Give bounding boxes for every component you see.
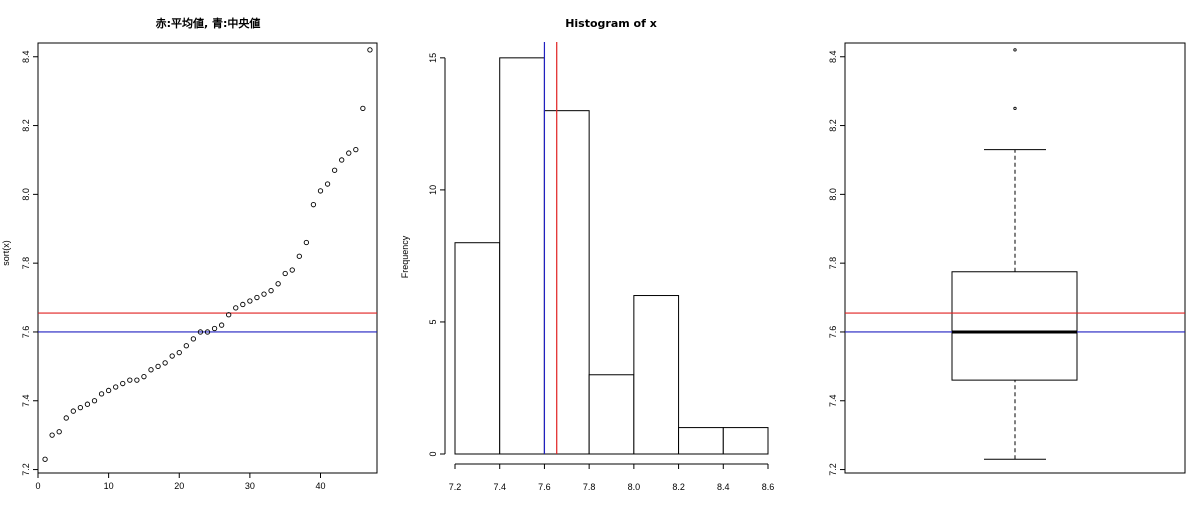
scatter-point: [324, 181, 331, 187]
scatter-point: [134, 377, 140, 383]
scatter-y-tick-label: 7.6: [21, 326, 31, 339]
histogram-x-tick-label: 8.6: [762, 482, 775, 492]
scatter-point: [360, 105, 366, 112]
scatter-point: [211, 325, 218, 332]
scatter-point: [268, 288, 274, 294]
histogram-bar: [722, 427, 769, 455]
scatter-point: [77, 404, 84, 411]
scatter-point: [63, 415, 69, 421]
scatter-point: [261, 291, 267, 297]
histogram-panel: Histogram of x Frequency 7.2 7.4 7.6 7.8 8.0…: [400, 17, 774, 492]
histogram-bar: [633, 295, 680, 455]
scatter-point: [91, 398, 98, 404]
scatter-point: [254, 294, 260, 301]
scatter-point: [204, 329, 211, 335]
boxplot-y-tick-label: 8.0: [828, 188, 838, 201]
scatter-point: [98, 391, 105, 397]
boxplot-y-tick-label: 8.2: [828, 119, 838, 132]
boxplot-plot-frame: [844, 42, 1186, 474]
scatter-point: [282, 270, 288, 277]
histogram-bar: [454, 242, 501, 455]
scatter-y-tick-label: 7.2: [21, 463, 31, 476]
boxplot-y-tick-label: 7.4: [828, 395, 838, 408]
scatter-point: [155, 363, 161, 370]
scatter-point: [339, 157, 345, 163]
scatter-x-tick-label: 10: [104, 481, 114, 491]
boxplot-y-tick-label: 7.6: [828, 326, 838, 339]
scatter-point: [176, 349, 182, 356]
histogram-x-tick-label: 8.0: [628, 482, 641, 492]
boxplot-outlier: [1013, 106, 1017, 111]
histogram-bar: [588, 374, 635, 455]
scatter-point: [233, 305, 239, 311]
scatter-point: [303, 239, 310, 246]
scatter-point: [42, 456, 48, 462]
histogram-bar: [499, 57, 545, 455]
scatter-point: [310, 202, 317, 208]
scatter-point: [148, 367, 154, 373]
scatter-point: [190, 336, 197, 342]
histogram-x-tick-label: 7.2: [449, 482, 462, 492]
scatter-y-tick-label: 8.4: [21, 51, 31, 64]
scatter-point: [331, 167, 338, 173]
scatter-title: 赤:平均値, 青:中央値: [156, 16, 261, 30]
scatter-point: [113, 384, 119, 390]
scatter-point: [367, 47, 373, 53]
scatter-point: [247, 298, 253, 304]
scatter-point: [183, 343, 189, 349]
scatter-point: [317, 188, 324, 194]
histogram-bar: [543, 110, 590, 455]
histogram-y-tick-label: 15: [428, 53, 438, 63]
boxplot-panel: 7.2 7.4 7.6 7.8 8.0 8.2 8.4: [828, 42, 1186, 476]
scatter-point: [353, 146, 359, 153]
scatter-y-tick-label: 7.8: [21, 257, 31, 270]
histogram-x-tick-label: 7.4: [493, 482, 506, 492]
histogram-x-tick-label: 7.6: [538, 482, 551, 492]
boxplot-y-tick-label: 7.8: [828, 257, 838, 270]
scatter-point: [84, 401, 91, 407]
scatter-y-tick-label: 7.4: [21, 395, 31, 408]
histogram-x-tick-label: 8.4: [717, 482, 730, 492]
boxplot-box: [951, 271, 1078, 381]
scatter-point: [169, 353, 175, 359]
scatter-point: [275, 281, 281, 287]
scatter-x-tick-label: 30: [245, 481, 255, 491]
histogram-y-tick-label: 0: [428, 451, 438, 456]
scatter-point: [226, 312, 232, 318]
scatter-x-tick-label: 0: [35, 481, 40, 491]
scatter-point: [240, 301, 246, 308]
scatter-point: [49, 432, 55, 438]
scatter-point: [197, 329, 204, 335]
scatter-point: [346, 150, 352, 156]
scatter-point: [105, 387, 112, 394]
scatter-y-tick-label: 8.0: [21, 188, 31, 201]
scatter-plot-frame: [37, 42, 378, 474]
histogram-x-tick-label: 8.2: [672, 482, 685, 492]
histogram-y-tick-label: 5: [428, 319, 438, 324]
scatter-y-tick-label: 8.2: [21, 119, 31, 132]
scatter-point: [127, 377, 133, 383]
scatter-point: [56, 429, 62, 435]
histogram-title: Histogram of x: [565, 17, 657, 30]
histogram-y-tick-label: 10: [428, 185, 438, 195]
histogram-ylabel: Frequency: [400, 235, 410, 278]
histogram-bar: [678, 427, 724, 455]
boxplot-outlier: [1013, 48, 1017, 52]
scatter-point: [296, 253, 302, 259]
histogram-x-tick-label: 7.8: [583, 482, 596, 492]
boxplot-y-tick-label: 8.4: [828, 51, 838, 64]
scatter-point: [289, 267, 295, 273]
scatter-point: [162, 360, 168, 366]
scatter-point: [70, 408, 76, 414]
scatter-panel: 赤:平均値, 青:中央値 sort(x) 0 10 20 30 40 7.2 7.4 7.6 7…: [1, 16, 378, 491]
scatter-point: [120, 380, 126, 387]
scatter-point: [141, 374, 147, 380]
scatter-x-tick-label: 20: [174, 481, 184, 491]
scatter-point: [218, 322, 225, 328]
scatter-ylabel: sort(x): [1, 240, 11, 266]
scatter-x-tick-label: 40: [315, 481, 325, 491]
boxplot-y-tick-label: 7.2: [828, 463, 838, 476]
